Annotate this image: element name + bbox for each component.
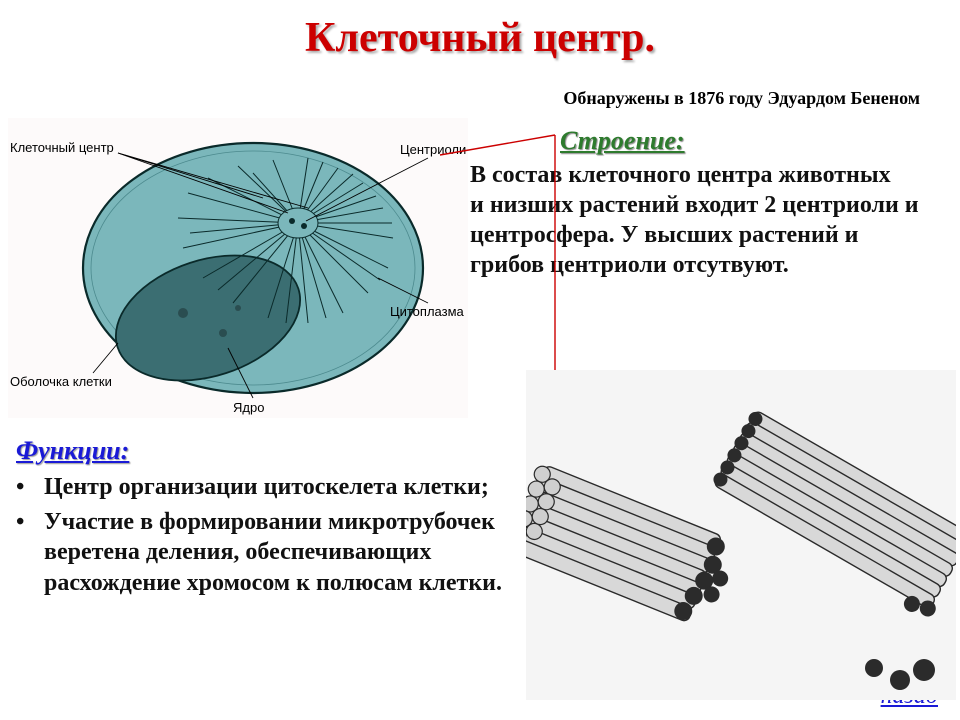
function-item: Участие в формировании микротрубочек вер… [44,507,526,599]
structure-text: В состав клеточного центра животных и ни… [470,160,930,280]
discovery-subtitle: Обнаружены в 1876 году Эдуардом Бененом [563,88,920,109]
functions-list: •Центр организации цитоскелета клетки; •… [16,472,526,603]
page-title: Клеточный центр. [0,0,960,62]
centriole-diagram [526,370,956,700]
label-cytoplasm: Цитоплазма [390,304,465,319]
functions-heading: Функции: [16,436,129,466]
structure-heading: Строение: [560,126,685,156]
label-membrane: Оболочка клетки [10,374,112,389]
label-centrioles: Центриоли [400,142,466,157]
function-item: Центр организации цитоскелета клетки; [44,472,489,503]
label-nucleus: Ядро [233,400,264,415]
label-cell-center: Клеточный центр [10,140,114,155]
cell-diagram: Клеточный центр Центриоли Цитоплазма Обо… [8,118,468,418]
